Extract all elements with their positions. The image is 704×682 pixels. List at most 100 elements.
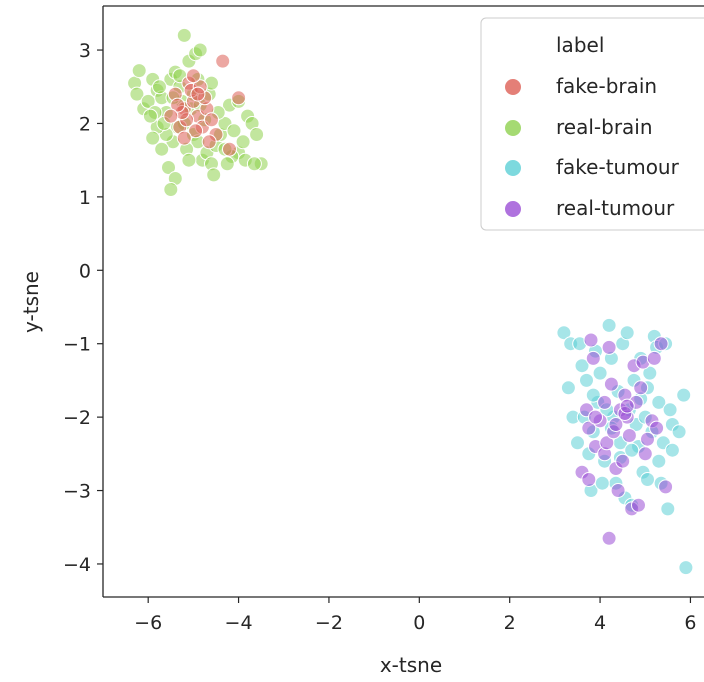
point-fake-tumour bbox=[624, 442, 640, 458]
point-real-brain bbox=[181, 152, 197, 168]
point-real-tumour bbox=[640, 431, 655, 447]
point-fake-tumour bbox=[585, 387, 601, 403]
x-tick-label: −4 bbox=[225, 612, 253, 634]
point-fake-brain bbox=[190, 86, 206, 102]
point-real-tumour bbox=[601, 530, 617, 546]
point-real-tumour bbox=[603, 376, 619, 392]
point-real-tumour bbox=[597, 394, 613, 410]
point-real-brain bbox=[235, 134, 251, 150]
point-real-brain bbox=[145, 130, 161, 146]
point-fake-tumour bbox=[574, 358, 590, 374]
point-real-brain bbox=[219, 156, 235, 172]
point-fake-brain bbox=[170, 97, 186, 113]
point-fake-brain bbox=[231, 90, 247, 106]
point-real-tumour bbox=[637, 446, 653, 462]
point-real-tumour bbox=[653, 336, 669, 352]
point-real-brain bbox=[226, 123, 242, 139]
point-fake-tumour bbox=[651, 453, 667, 469]
point-real-tumour bbox=[581, 420, 597, 436]
point-real-tumour bbox=[585, 350, 601, 366]
y-tick-label: 2 bbox=[79, 113, 91, 135]
x-tick-label: 4 bbox=[594, 612, 606, 634]
point-real-brain bbox=[246, 156, 262, 172]
y-tick-label: −2 bbox=[63, 407, 91, 429]
point-fake-brain bbox=[215, 53, 231, 69]
point-real-tumour bbox=[601, 339, 617, 355]
point-real-brain bbox=[206, 167, 222, 183]
legend-box bbox=[480, 17, 704, 231]
y-tick-label: −1 bbox=[63, 334, 91, 356]
point-fake-tumour bbox=[594, 475, 610, 491]
point-real-tumour bbox=[588, 409, 603, 425]
point-real-brain bbox=[154, 141, 170, 157]
point-real-brain bbox=[176, 27, 192, 43]
legend-marker-fake-tumour bbox=[505, 160, 521, 176]
points-layer bbox=[127, 27, 694, 576]
y-axis-label: y-tsne bbox=[19, 271, 43, 333]
point-fake-tumour bbox=[651, 394, 667, 410]
point-real-tumour bbox=[649, 420, 665, 436]
point-real-brain bbox=[161, 160, 176, 175]
ticks-layer: −6 −4 −2 0 2 4 6 3 2 1 0 −1 −2 −3 −4 bbox=[63, 40, 697, 634]
point-real-brain bbox=[152, 79, 167, 95]
x-tick-label: 0 bbox=[413, 612, 425, 634]
point-fake-tumour bbox=[601, 317, 617, 333]
point-real-tumour bbox=[646, 350, 662, 366]
point-fake-brain bbox=[204, 112, 219, 128]
point-fake-tumour bbox=[662, 402, 678, 418]
point-fake-brain bbox=[176, 130, 192, 146]
point-real-tumour bbox=[658, 479, 674, 495]
point-fake-brain bbox=[201, 134, 217, 150]
point-fake-tumour bbox=[642, 365, 658, 381]
y-tick-label: 3 bbox=[79, 40, 91, 62]
point-real-brain bbox=[129, 86, 145, 102]
y-tick-label: −4 bbox=[63, 554, 91, 576]
point-fake-tumour bbox=[592, 365, 608, 381]
point-fake-tumour bbox=[619, 325, 635, 341]
axes-layer bbox=[102, 5, 704, 598]
legend-title: label bbox=[556, 33, 604, 57]
point-real-tumour bbox=[599, 435, 615, 451]
point-real-brain bbox=[249, 127, 265, 142]
point-fake-brain bbox=[188, 123, 204, 139]
point-fake-tumour bbox=[678, 560, 694, 576]
point-fake-brain bbox=[163, 108, 179, 124]
legend-entry-fake-tumour: fake-tumour bbox=[556, 155, 680, 179]
point-real-tumour bbox=[581, 472, 597, 487]
point-real-tumour bbox=[621, 428, 637, 443]
point-real-tumour bbox=[608, 417, 624, 432]
point-fake-tumour bbox=[671, 424, 687, 440]
point-real-tumour bbox=[631, 497, 646, 513]
y-tick-label: −3 bbox=[63, 481, 91, 503]
x-tick-label: −6 bbox=[134, 612, 162, 634]
y-tick-label: 1 bbox=[79, 187, 91, 209]
point-fake-tumour bbox=[640, 472, 655, 487]
legend-marker-fake-brain bbox=[505, 79, 521, 95]
point-fake-brain bbox=[185, 68, 201, 84]
point-real-brain bbox=[192, 42, 208, 58]
legend-entry-real-tumour: real-tumour bbox=[556, 196, 675, 220]
point-fake-tumour bbox=[556, 325, 572, 341]
point-real-tumour bbox=[633, 380, 649, 396]
point-real-brain bbox=[163, 182, 179, 197]
point-fake-tumour bbox=[560, 380, 576, 396]
point-fake-tumour bbox=[664, 442, 680, 458]
x-tick-label: −2 bbox=[315, 612, 343, 634]
legend-marker-real-tumour bbox=[505, 201, 521, 217]
legend: label fake-brain real-brain fake-tumour … bbox=[480, 17, 704, 231]
point-real-brain bbox=[131, 63, 147, 79]
x-tick-label: 2 bbox=[504, 612, 516, 634]
point-real-tumour bbox=[583, 332, 599, 348]
legend-entry-fake-brain: fake-brain bbox=[556, 74, 657, 98]
point-real-brain bbox=[142, 108, 158, 124]
x-axis-label: x-tsne bbox=[380, 653, 442, 677]
legend-entry-real-brain: real-brain bbox=[556, 115, 653, 139]
point-real-tumour bbox=[615, 453, 631, 469]
point-fake-tumour bbox=[579, 372, 594, 388]
point-real-tumour bbox=[610, 483, 626, 498]
legend-marker-real-brain bbox=[505, 120, 521, 136]
y-tick-label: 0 bbox=[79, 260, 91, 282]
point-fake-tumour bbox=[570, 435, 585, 451]
x-tick-label: 6 bbox=[684, 612, 696, 634]
